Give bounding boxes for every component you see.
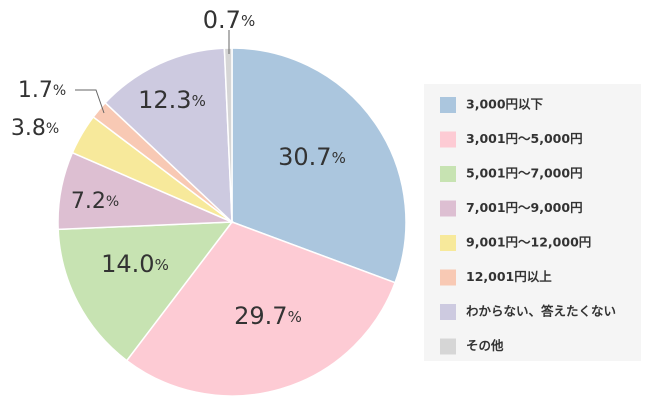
legend-swatch-6: [440, 269, 456, 286]
slice-label-1: 30.7%: [278, 143, 346, 171]
pie-slice-7: [104, 47, 233, 224]
slice-label-5: 3.8%: [11, 116, 59, 141]
slice-labels: 30.7% 29.7% 14.0% 7.2% 3.8% 1.7% 12.3% 0.7%: [11, 6, 346, 330]
slice-label-8: 0.7%: [203, 6, 255, 34]
pie-slice-3: [57, 221, 234, 362]
legend-label-7: わからない、答えたくない: [466, 304, 616, 319]
legend-swatch-8: [440, 338, 456, 355]
pie-slice-1: [231, 47, 407, 284]
pie-slice-2: [125, 221, 397, 397]
legend-label-6: 12,001円以上: [466, 269, 552, 284]
pie-slices: [57, 47, 407, 397]
legend-swatch-7: [440, 304, 456, 320]
slice-label-6: 1.7%: [18, 78, 66, 103]
legend-swatch-4: [440, 200, 456, 217]
leader-lines: [75, 30, 230, 114]
legend-label-1: 3,000円以下: [466, 97, 544, 112]
legend-swatch-3: [440, 166, 456, 182]
legend-label-5: 9,001円～12,000円: [466, 235, 591, 250]
legend-label-2: 3,001円～5,000円: [466, 131, 583, 146]
legend-label-3: 5,001円～7,000円: [466, 166, 583, 181]
legend-swatch-2: [440, 131, 456, 148]
legend-background: [424, 84, 641, 361]
legend: 3,000円以下 3,001円～5,000円 5,001円～7,000円 7,001円…: [424, 84, 641, 361]
legend-label-4: 7,001円～9,000円: [466, 200, 583, 215]
slice-label-3: 14.0%: [101, 250, 169, 278]
legend-swatch-5: [440, 235, 456, 251]
legend-swatch-1: [440, 97, 456, 113]
slice-label-4: 7.2%: [71, 189, 119, 214]
slice-label-7: 12.3%: [138, 86, 206, 114]
legend-label-8: その他: [466, 338, 504, 353]
slice-label-2: 29.7%: [234, 302, 302, 330]
pie-slice-8: [223, 47, 233, 223]
leader-line-6: [75, 89, 105, 114]
